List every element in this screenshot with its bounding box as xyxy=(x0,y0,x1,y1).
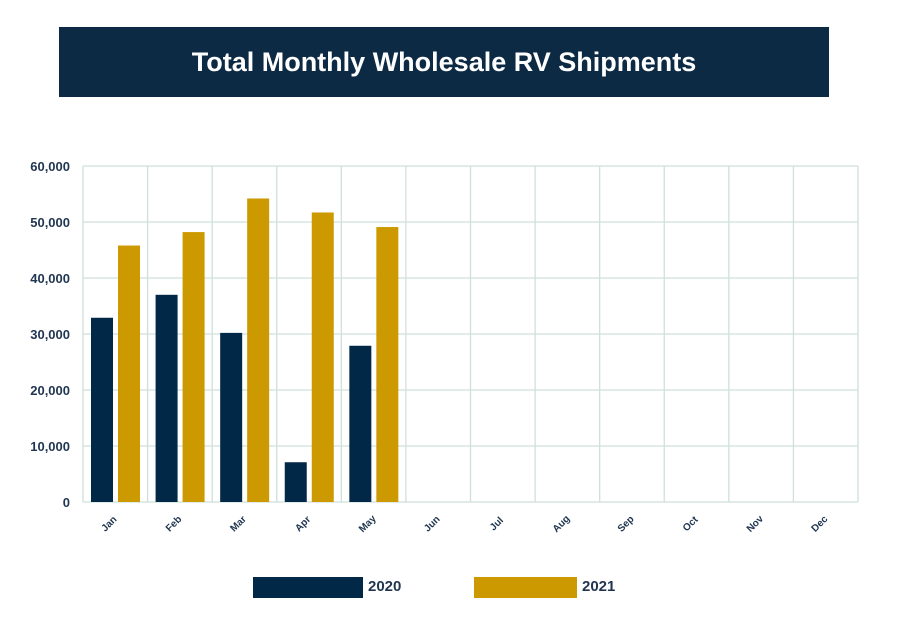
bar-2021-Jan xyxy=(118,245,140,502)
bar-2021-May xyxy=(376,227,399,503)
x-tick-label: Jul xyxy=(488,515,506,533)
y-tick-label: 50,000 xyxy=(30,215,70,230)
y-tick-label: 60,000 xyxy=(30,159,70,174)
bar-2020-May xyxy=(349,345,372,502)
bar-2021-Apr xyxy=(311,212,334,503)
bar-2020-Apr xyxy=(284,462,307,502)
bar-2021-Mar xyxy=(247,198,270,503)
y-tick-label: 20,000 xyxy=(30,383,70,398)
y-tick-label: 40,000 xyxy=(30,271,70,286)
chart-title-bar: Total Monthly Wholesale RV Shipments xyxy=(59,27,829,97)
y-tick-label: 30,000 xyxy=(30,327,70,342)
x-tick-label: Jun xyxy=(422,514,442,534)
x-tick-label: Jan xyxy=(100,514,120,534)
y-tick-label: 10,000 xyxy=(30,439,70,454)
x-tick-label: Apr xyxy=(293,514,313,534)
legend-label-2021: 2021 xyxy=(582,578,616,595)
x-tick-label: Nov xyxy=(745,513,766,534)
bar-2020-Mar xyxy=(220,332,243,502)
legend-swatch-2021 xyxy=(474,577,577,598)
x-tick-label: Oct xyxy=(681,514,701,534)
x-tick-label: Sep xyxy=(616,514,637,535)
x-tick-label: Dec xyxy=(810,514,831,535)
bar-2020-Jan xyxy=(91,317,113,502)
bar-2020-Feb xyxy=(155,294,178,502)
legend-swatch-2020 xyxy=(253,577,363,598)
x-tick-label: Mar xyxy=(229,514,249,534)
x-tick-label: Aug xyxy=(551,513,573,535)
y-tick-label: 0 xyxy=(63,495,70,510)
x-tick-label: May xyxy=(357,513,379,535)
legend-label-2020: 2020 xyxy=(368,578,402,595)
x-tick-label: Feb xyxy=(164,514,184,534)
bar-2021-Feb xyxy=(182,232,205,502)
chart-title: Total Monthly Wholesale RV Shipments xyxy=(191,46,697,77)
